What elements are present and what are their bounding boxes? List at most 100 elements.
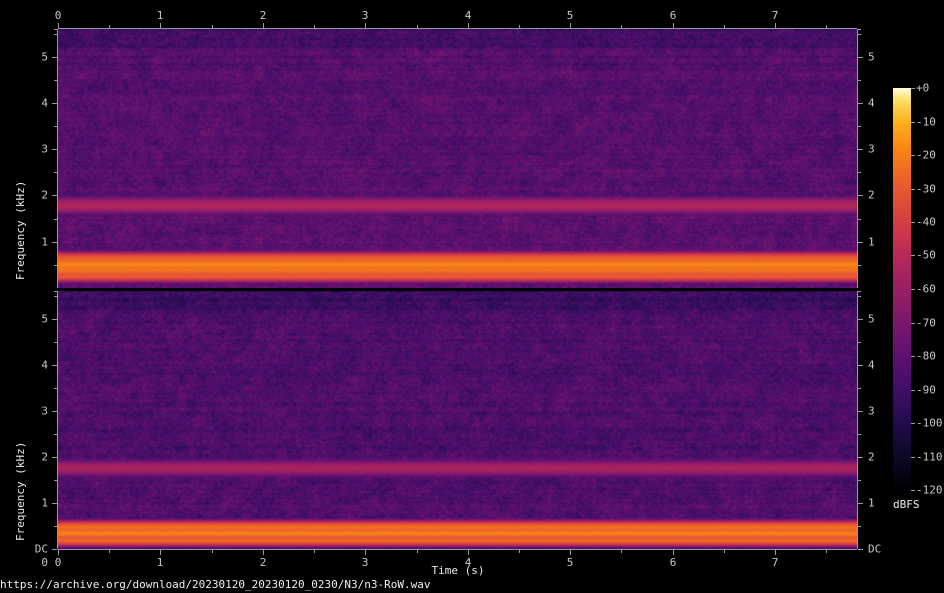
x-axis-minor-tick-bottom — [724, 550, 725, 553]
x-axis-major-tick-top — [160, 23, 161, 28]
colorbar-tick-label: -70 — [916, 316, 936, 330]
colorbar-tick-label: -100 — [916, 416, 943, 430]
y-axis-major-tick-left-top — [52, 242, 57, 243]
spectrogram-panel-channel-2 — [58, 291, 857, 549]
y-axis-edge-tick-r-bottom — [858, 291, 861, 292]
y-axis-tick-label-left-bottom: 1 — [41, 496, 48, 510]
colorbar-tick — [911, 356, 915, 357]
colorbar-tick-label: -10 — [916, 115, 936, 129]
colorbar-unit-label: dBFS — [893, 498, 920, 511]
x-axis-tick-label-top: 0 — [54, 9, 62, 22]
y-axis-minor-tick-right-top — [858, 172, 861, 173]
x-axis-minor-tick-bottom — [621, 550, 622, 553]
y-axis-tick-label-left-bottom: 3 — [41, 404, 48, 418]
colorbar-tick — [911, 289, 915, 290]
y-axis-major-tick-right-top — [858, 242, 863, 243]
x-axis-tick-label-top: 1 — [156, 9, 164, 22]
y-axis-minor-tick-left-top — [54, 80, 57, 81]
y-axis-minor-tick-left-bottom — [54, 434, 57, 435]
y-axis-major-tick-left-bottom — [52, 457, 57, 458]
x-axis-tick-label-top: 5 — [566, 9, 574, 22]
y-axis-tick-label-left-bottom: 5 — [41, 312, 48, 326]
colorbar-tick-label: -110 — [916, 450, 943, 464]
y-axis-minor-tick-right-top — [858, 34, 861, 35]
colorbar-tick — [911, 490, 915, 491]
y-axis-tick-label-right-top: 1 — [868, 235, 875, 249]
y-axis-major-tick-left-bottom — [52, 365, 57, 366]
y-axis-major-tick-left-bottom — [52, 411, 57, 412]
colorbar-tick-label: -60 — [916, 282, 936, 296]
colorbar-tick-label: +0 — [916, 81, 930, 95]
y-axis-tick-label-left-top: 2 — [41, 188, 48, 202]
x-axis-minor-tick-bottom — [314, 550, 315, 553]
x-axis-major-tick-top — [263, 23, 264, 28]
x-axis-tick-label-bottom: 1 — [156, 556, 164, 569]
y-axis-tick-label-right-top: 2 — [868, 188, 875, 202]
y-axis-tick-label-right-bottom: 1 — [868, 496, 875, 510]
y-axis-zero-label: 0 — [41, 556, 48, 569]
x-axis-tick-label-top: 6 — [669, 9, 677, 22]
y-axis-tick-label-right-bottom: 5 — [868, 312, 875, 326]
y-axis-tick-label-left-bottom: 2 — [41, 450, 48, 464]
y-axis-major-tick-left-top — [52, 195, 57, 196]
y-axis-minor-tick-left-bottom — [54, 480, 57, 481]
colorbar-tick-label: -20 — [916, 148, 936, 162]
y-axis-tick-label-right-bottom: 2 — [868, 450, 875, 464]
x-axis-major-tick-top — [58, 23, 59, 28]
y-axis-dc-label-left: DC — [34, 542, 48, 556]
spectrogram-image-channel-1 — [58, 29, 857, 288]
x-axis-major-tick-top — [570, 23, 571, 28]
y-axis-minor-tick-right-bottom — [858, 296, 861, 297]
x-axis-major-tick-bottom — [468, 550, 469, 555]
colorbar-tick-label: -30 — [916, 182, 936, 196]
colorbar-tick — [911, 390, 915, 391]
x-axis-major-tick-bottom — [263, 550, 264, 555]
colorbar-tick — [911, 222, 915, 223]
y-axis-minor-tick-right-top — [858, 219, 861, 220]
y-axis-tick-label-right-bottom: 3 — [868, 404, 875, 418]
x-axis-major-tick-bottom — [365, 550, 366, 555]
x-axis-tick-label-bottom: 7 — [771, 556, 779, 569]
x-axis-major-tick-top — [775, 23, 776, 28]
x-axis-tick-label-bottom: 0 — [54, 556, 62, 569]
y-axis-edge-tick-bottom — [54, 291, 57, 292]
y-axis-minor-tick-left-bottom — [54, 388, 57, 389]
x-axis-minor-tick-bottom — [212, 550, 213, 553]
x-axis-tick-label-bottom: 5 — [566, 556, 574, 569]
colorbar-tick — [911, 155, 915, 156]
colorbar-tick — [911, 122, 915, 123]
y-axis-minor-tick-left-top — [54, 34, 57, 35]
y-axis-tick-label-right-bottom: 4 — [868, 358, 875, 372]
x-axis-major-tick-top — [365, 23, 366, 28]
y-axis-tick-label-left-top: 1 — [41, 235, 48, 249]
y-axis-minor-tick-left-top — [54, 265, 57, 266]
colorbar-tick — [911, 255, 915, 256]
y-axis-minor-tick-right-bottom — [858, 434, 861, 435]
y-axis-minor-tick-right-bottom — [858, 342, 861, 343]
colorbar-tick — [911, 423, 915, 424]
x-axis-major-tick-bottom — [570, 550, 571, 555]
y-axis-tick-label-right-top: 4 — [868, 96, 875, 110]
x-axis-major-tick-bottom — [160, 550, 161, 555]
y-axis-edge-tick-r-top — [858, 29, 861, 30]
colorbar-gradient — [893, 88, 911, 490]
y-axis-major-tick-right-bottom — [858, 411, 863, 412]
y-axis-minor-tick-right-bottom — [858, 388, 861, 389]
y-axis-minor-tick-right-bottom — [858, 526, 861, 527]
y-axis-major-tick-right-bottom — [858, 503, 863, 504]
y-axis-right-spine-top — [857, 29, 858, 288]
y-axis-major-tick-left-top — [52, 149, 57, 150]
y-axis-major-tick-right-top — [858, 57, 863, 58]
y-axis-tick-label-right-top: 3 — [868, 142, 875, 156]
x-axis-minor-tick-top — [826, 25, 827, 28]
y-axis-left-spine-top — [57, 29, 58, 288]
y-axis-tick-label-left-bottom: 4 — [41, 358, 48, 372]
y-axis-tick-label-right-top: 5 — [868, 50, 875, 64]
colorbar-tick — [911, 189, 915, 190]
x-axis-major-tick-bottom — [775, 550, 776, 555]
y-axis-major-tick-left-top — [52, 103, 57, 104]
x-axis-major-tick-top — [468, 23, 469, 28]
y-axis-tick-label-left-top: 5 — [41, 50, 48, 64]
x-axis-tick-label-top: 7 — [771, 9, 779, 22]
y-axis-major-tick-right-top — [858, 103, 863, 104]
